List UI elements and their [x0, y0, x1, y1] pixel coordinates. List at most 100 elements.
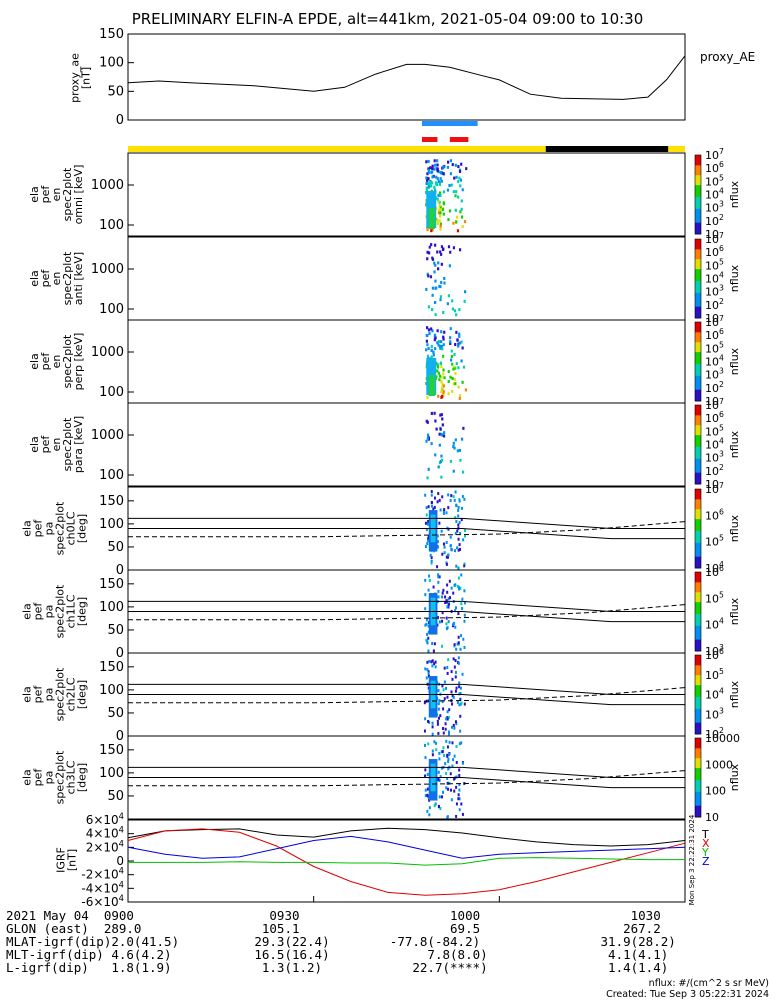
pa-cell	[445, 739, 448, 743]
pa-ytick-label: 0	[116, 646, 124, 661]
colorbar-spec_omni-cell	[695, 194, 701, 197]
spec-ylabel-line: ela	[28, 270, 41, 287]
igrf-ylabel-line: IGRF	[55, 847, 68, 873]
colorbar-pa_ch1-cell	[695, 595, 701, 599]
spec-cell	[431, 308, 434, 312]
spec-cell	[457, 195, 460, 199]
pa-cell	[426, 660, 429, 664]
side-timestamp: Mon Sep 3 22:22:31 2024	[688, 814, 696, 905]
pa-cell	[441, 619, 444, 623]
pa-anti-losscone	[128, 521, 686, 538]
spec-cell	[434, 419, 437, 423]
spec-cell	[442, 372, 445, 376]
pa-cell	[424, 774, 427, 778]
pa-cell	[460, 802, 463, 806]
colorbar-pa_ch1-cell	[695, 643, 701, 646]
spec-cell	[449, 459, 453, 463]
spec-cell	[425, 334, 428, 338]
spec-cell	[442, 337, 445, 341]
spec-cell	[439, 460, 442, 464]
pa-ylabel-line: pa	[43, 688, 56, 702]
pa-cell	[460, 634, 463, 638]
pa-cell	[426, 542, 429, 546]
spec-cell	[442, 434, 446, 438]
pa-cell	[428, 813, 431, 817]
colorbar-spec_para-cell	[695, 440, 701, 444]
pa-cell	[445, 786, 448, 790]
colorbar-pa_ch0-cell	[695, 544, 701, 547]
pa-cell	[439, 508, 442, 512]
footer-line-time: 2021 May 04 0900 0930 1000 1030	[6, 908, 661, 923]
spec-cell	[449, 250, 452, 254]
spec-cell	[439, 346, 442, 350]
colorbar-pa_ch2-cell	[695, 704, 701, 707]
spec-ytick-label: 100	[99, 385, 124, 400]
colorbar-pa_ch0-cell	[695, 508, 701, 512]
colorbar-spec_anti-cell	[695, 260, 701, 264]
colorbar-spec_anti-cell	[695, 264, 701, 268]
colorbar-spec_anti-cell	[695, 316, 701, 319]
colorbar-spec_para-cell	[695, 430, 701, 434]
spectrogram-frame	[127, 402, 686, 487]
pa-cell	[442, 688, 445, 692]
spec-cell	[451, 307, 454, 311]
pa-cell	[455, 686, 458, 690]
spec-cell	[428, 245, 431, 249]
colorbar-spec_para-cell	[695, 432, 701, 436]
pa-cell	[458, 773, 461, 777]
pa-cell	[424, 623, 427, 627]
pa-ytick-label: 150	[99, 660, 124, 675]
spec-cell	[440, 245, 444, 249]
spec-cell	[458, 448, 461, 452]
spec-cell	[440, 390, 443, 394]
proxy-ae-ylabel-line: proxy_ae	[69, 53, 82, 103]
spec-cell	[430, 327, 433, 331]
colorbar-spec_anti-cell	[695, 244, 701, 248]
colorbar-spec_para-cell	[695, 478, 701, 481]
colorbar-spec_anti-cell	[695, 254, 701, 258]
colorbar-pa_ch3-label: nflux	[728, 763, 741, 791]
spec-cell	[432, 350, 435, 354]
colorbar-pa_ch1-cell	[695, 585, 701, 589]
colorbar-spec_anti-cell	[695, 272, 701, 276]
spec-cell	[439, 214, 442, 218]
spec-cell	[447, 218, 450, 222]
plot-title: PRELIMINARY ELFIN-A EPDE, alt=441km, 202…	[131, 10, 644, 28]
pa-cell	[450, 798, 453, 802]
colorbar-spec_perp-cell	[695, 371, 701, 374]
pa-ytick-label: 150	[99, 577, 124, 592]
pa-cell	[436, 722, 439, 726]
colorbar-spec_omni-cell	[695, 196, 701, 199]
spec-cell	[427, 467, 430, 471]
colorbar-spec_perp-cell	[695, 355, 701, 359]
colorbar-spec_para-tick: 10	[705, 478, 719, 491]
spec-cell	[446, 160, 450, 164]
spec-cell	[434, 243, 437, 247]
spec-cell	[434, 313, 437, 317]
igrf-legend-T: T	[701, 828, 709, 841]
colorbar-pa_ch2-cell	[695, 690, 701, 694]
igrf-ytick-label: -4×104	[81, 879, 124, 895]
pa-cell	[440, 750, 443, 754]
proxy-ae-ylabel: proxy_ae[nT]	[69, 53, 93, 103]
colorbar-pa_ch2-cell	[695, 702, 701, 705]
colorbar-spec_omni-cell	[695, 162, 701, 166]
colorbar-spec_anti-cell	[695, 239, 701, 242]
pa-cell	[445, 686, 448, 690]
pa-cell	[440, 529, 443, 533]
colorbar-spec_anti-cell	[695, 286, 701, 289]
colorbar-spec_para-cell	[695, 420, 701, 424]
spec-ylabel-line: pef	[39, 435, 52, 454]
spec-cell	[441, 423, 444, 427]
pa-losscone-right	[462, 683, 685, 695]
colorbar-pa_ch3-cell	[695, 813, 701, 816]
colorbar-spec_anti-cell	[695, 270, 701, 274]
spec-cell	[439, 295, 443, 299]
colorbar-spec_anti-cell	[695, 298, 701, 301]
colorbar-spec_perp-cell	[695, 365, 701, 368]
pa-ylabel-line: [deg]	[76, 597, 89, 626]
igrf-ytick-label: 6×104	[86, 811, 124, 827]
spec-cell	[430, 349, 433, 353]
spec-cell	[449, 159, 453, 163]
